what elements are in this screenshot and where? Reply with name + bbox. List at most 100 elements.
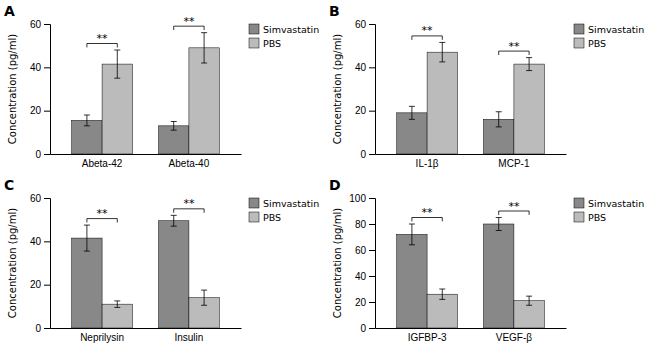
legend-swatch (249, 198, 259, 208)
legend-swatch (574, 198, 584, 208)
panel-label: A (4, 3, 15, 19)
legend-label: Simvastatin (588, 198, 644, 209)
y-axis-title: Concentration (pg/ml) (332, 34, 343, 144)
bar (397, 234, 427, 328)
tick: 60 (30, 193, 50, 204)
tick-label: 60 (355, 19, 367, 30)
tick: 40 (355, 271, 375, 282)
error-bar (409, 224, 415, 245)
tick: 100 (349, 193, 375, 204)
annotation: ** (97, 32, 109, 45)
tick: IGFBP-3 (408, 332, 447, 343)
panel: 020406080100IGFBP-3VEGF-β****Concentrati… (329, 177, 644, 343)
tick-mark (369, 24, 375, 25)
panel-label: B (329, 3, 340, 19)
error-bar (496, 112, 502, 127)
tick-label: 80 (355, 219, 367, 230)
tick-mark (44, 241, 50, 242)
tick: 20 (30, 279, 50, 290)
tick: 20 (30, 105, 50, 116)
tick-label: 0 (360, 323, 366, 334)
legend: Simvastatin PBS (574, 24, 644, 49)
legend-item: PBS (574, 38, 606, 49)
error-bar (84, 115, 90, 126)
plot-area (72, 33, 220, 154)
legend-item: PBS (249, 212, 281, 223)
tick-label: Abeta-40 (169, 158, 210, 169)
tick: IL-1β (416, 158, 439, 169)
tick-label: IGFBP-3 (408, 332, 447, 343)
panel-label: D (329, 177, 341, 193)
tick: 60 (30, 19, 50, 30)
legend-label: Simvastatin (263, 198, 319, 209)
tick-mark (369, 198, 375, 199)
x-axis: IGFBP-3VEGF-β (376, 329, 567, 344)
bar (484, 224, 514, 328)
tick: Abeta-40 (169, 158, 210, 169)
tick-label: 40 (355, 62, 367, 73)
axis-line (44, 25, 51, 155)
axis-line (376, 154, 567, 155)
tick-mark (369, 302, 375, 303)
x-axis: Abeta-42 Abeta-40 (51, 155, 242, 170)
tick-label: 40 (30, 62, 42, 73)
error-bar (526, 58, 532, 71)
error-bar (496, 218, 502, 231)
bar (514, 64, 544, 154)
y-axis-title: Concentration (pg/ml) (332, 208, 343, 318)
error-bar (201, 33, 207, 63)
tick-label: 60 (30, 19, 42, 30)
legend-item: PBS (249, 38, 281, 49)
tick: 0 (360, 149, 375, 160)
axis-line (369, 25, 376, 155)
tick: 40 (30, 236, 50, 247)
tick: Abeta-42 (82, 158, 123, 169)
axis-line (376, 328, 567, 329)
tick-label: 100 (349, 193, 366, 204)
tick-mark (44, 111, 50, 112)
tick-label: MCP-1 (498, 158, 530, 169)
bar (189, 48, 219, 154)
tick-label: 40 (30, 236, 42, 247)
tick: Insulin (174, 332, 203, 343)
plot-area (397, 218, 545, 329)
annotation: ** (422, 24, 434, 37)
x-axis: IL-1β MCP-1 (376, 155, 567, 170)
tick-label: 0 (35, 149, 41, 160)
tick-label: 40 (355, 271, 367, 282)
tick-mark (369, 111, 375, 112)
y-axis: 0 20 40 60 80 100 (349, 193, 375, 334)
error-bar (114, 50, 120, 78)
bar (159, 221, 189, 328)
legend-swatch (249, 24, 259, 34)
tick-label: 20 (355, 297, 367, 308)
tick: 60 (355, 245, 375, 256)
legend-label: PBS (588, 212, 606, 223)
panel: 0204060IL-1βMCP-1****Concentration (pg/m… (329, 3, 644, 169)
annotations: **** (87, 197, 204, 222)
tick-label: 20 (355, 105, 367, 116)
tick-mark (369, 250, 375, 251)
legend-item: Simvastatin (249, 24, 319, 35)
bar (72, 238, 102, 328)
panel: 0204060Abeta-42Abeta-40****Concentration… (4, 3, 319, 169)
tick-mark (44, 328, 50, 329)
legend-swatch (249, 212, 259, 222)
legend-swatch (574, 38, 584, 48)
tick-label: Insulin (174, 332, 203, 343)
error-bar (171, 122, 177, 131)
tick: 0 (35, 149, 50, 160)
tick-mark (44, 154, 50, 155)
tick-label: Abeta-42 (82, 158, 123, 169)
annotation: ** (422, 206, 434, 219)
legend-item: Simvastatin (574, 24, 644, 35)
tick: 60 (355, 19, 375, 30)
tick: Neprilysin (80, 332, 124, 343)
tick-mark (369, 67, 375, 68)
axis-line (51, 328, 242, 329)
y-axis: 0 20 40 60 (355, 19, 376, 160)
panel-label: C (4, 177, 14, 193)
tick: 20 (355, 105, 375, 116)
error-bar (439, 42, 445, 62)
tick-label: 0 (35, 323, 41, 334)
